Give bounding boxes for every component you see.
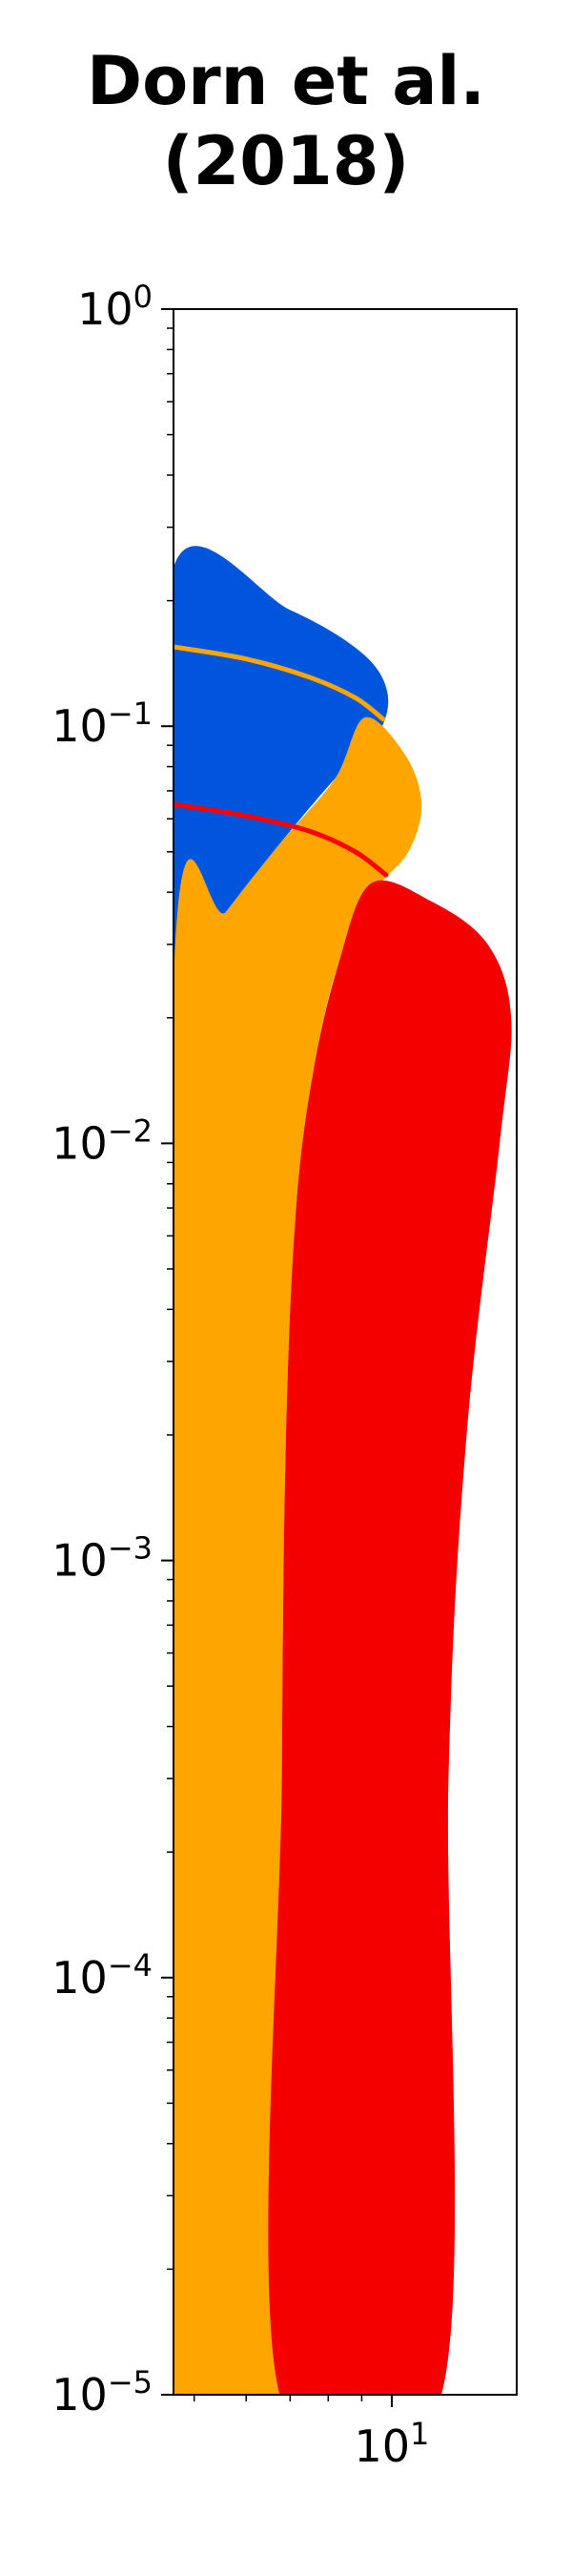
series-line-red_line xyxy=(174,801,389,878)
filled-regions xyxy=(174,546,512,2395)
y-tick-label: 10−5 xyxy=(51,2364,153,2420)
y-tick-label: 100 xyxy=(77,279,153,335)
series-lines xyxy=(174,644,389,878)
y-tick-label: 10−1 xyxy=(51,696,153,752)
chart-title-line-2: (2018) xyxy=(162,122,410,200)
tick-labels: 100 10−1 10−2 10−3 10−4 10−5 101 xyxy=(51,279,429,2472)
major-ticks xyxy=(161,308,393,2407)
y-tick-label: 10−3 xyxy=(51,1530,153,1587)
series-line-orange_line xyxy=(174,644,386,722)
minor-ticks xyxy=(167,327,363,2401)
y-tick-label: 10−2 xyxy=(51,1112,153,1169)
y-tick-label: 10−4 xyxy=(51,1947,153,2004)
plot-frame xyxy=(173,308,518,2396)
region-orange xyxy=(174,717,422,2395)
region-blue xyxy=(174,546,389,1002)
chart-title-line-1: Dorn et al. xyxy=(86,42,486,120)
region-red xyxy=(268,880,512,2395)
x-tick-label: 101 xyxy=(355,2416,430,2472)
